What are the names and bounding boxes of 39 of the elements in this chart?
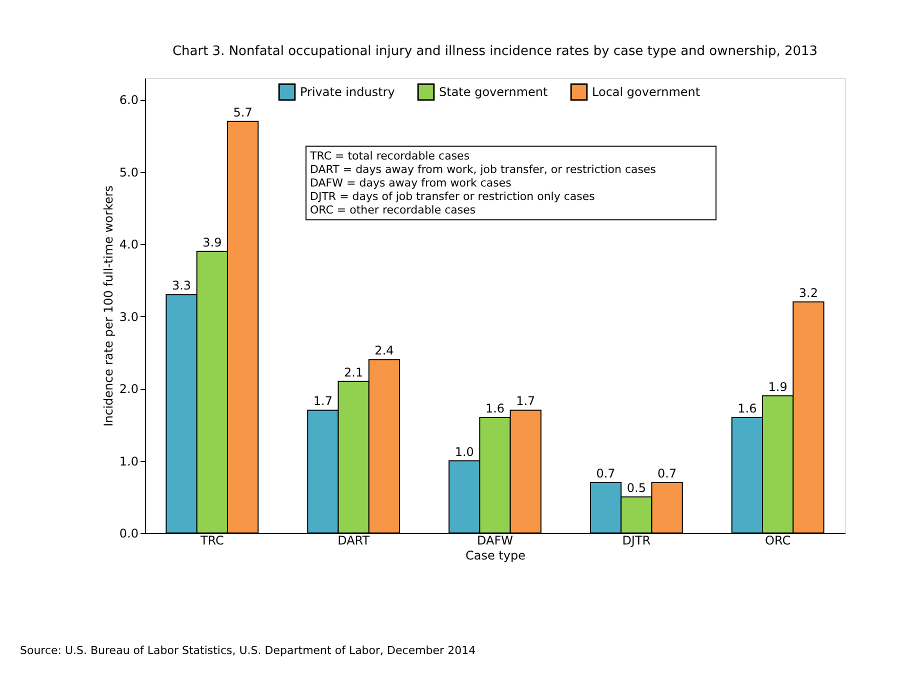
legend-label: Local government [592,85,700,100]
legend-label: State government [439,85,548,100]
annotation: ORC = other recordable cases [310,203,476,216]
y-tick-label: 1.0 [119,454,138,468]
x-tick-label: TRC [199,534,224,548]
data-label: 0.7 [596,466,616,480]
x-axis-title: Case type [466,548,526,562]
data-label: 1.7 [313,394,332,408]
data-label: 0.5 [626,480,646,495]
data-label: 3.9 [202,235,222,250]
annotation: DJTR = days of job transfer or restriction only cases [310,190,596,203]
data-label: 3.2 [798,286,818,300]
legend-label: Private industry [300,85,395,100]
data-label: 1.7 [516,394,536,408]
data-label: 3.3 [172,278,192,293]
y-axis-title: Incidence rate per 100 full-time workers [101,185,116,427]
x-tick-label: DJTR [622,534,651,548]
y-tick-label: 6.0 [119,93,138,108]
data-label: 2.4 [374,344,394,358]
data-label: 1.9 [768,380,788,394]
data-label: 1.0 [454,444,474,459]
y-tick-label: 4.0 [119,238,138,252]
data-label: 2.1 [344,365,364,380]
data-label: 1.6 [485,401,505,416]
annotation: DART = days away from work, job transfer, or restriction cases [310,162,656,176]
data-label: 0.7 [658,466,677,480]
data-label: 5.7 [233,105,252,120]
y-tick-label: 3.0 [119,310,138,324]
x-tick-label: DAFW [476,534,514,548]
x-tick-label: DART [338,534,370,548]
y-tick-label: 0.0 [119,526,138,540]
annotation: DAFW = days away from work cases [310,176,512,190]
x-tick-label: ORC [765,534,791,548]
data-label: 1.6 [738,401,757,416]
y-tick-label: 2.0 [119,382,138,396]
chart-title: Chart 3. Nonfatal occupational injury and illness incidence rates by case type and ownership, 2013 [172,44,818,59]
annotation: TRC = total recordable cases [309,149,470,162]
source-note: Source: U.S. Bureau of Labor Statistics, U.S. Department of Labor, December 2014 [20,644,476,657]
y-tick-label: 5.0 [119,165,138,180]
